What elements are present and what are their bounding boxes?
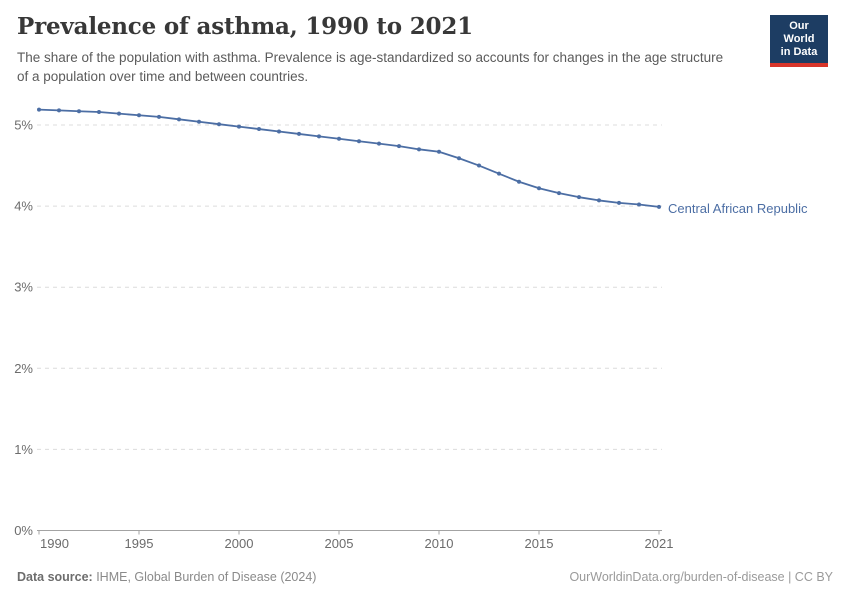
data-point-1995 xyxy=(137,113,141,118)
y-axis-label-4%: 4% xyxy=(14,199,33,214)
x-axis-label-2005: 2005 xyxy=(325,536,354,551)
data-point-1996 xyxy=(157,114,161,119)
owid-logo[interactable]: Our World in Data xyxy=(770,15,828,67)
x-axis-label-2000: 2000 xyxy=(225,536,254,551)
data-point-2013 xyxy=(497,171,501,176)
data-point-1994 xyxy=(117,111,121,116)
data-point-2008 xyxy=(397,144,401,149)
owid-url-link[interactable]: OurWorldinData.org/burden-of-disease | C… xyxy=(569,570,833,584)
data-point-2016 xyxy=(557,191,561,196)
x-axis-label-2021: 2021 xyxy=(645,536,674,551)
x-axis-label-1995: 1995 xyxy=(125,536,154,551)
y-axis-label-0%: 0% xyxy=(14,523,33,538)
owid-logo-line2: in Data xyxy=(780,46,818,58)
y-axis-label-1%: 1% xyxy=(14,442,33,457)
data-point-2020 xyxy=(637,202,641,207)
y-axis-label-5%: 5% xyxy=(14,118,33,133)
data-point-2000 xyxy=(237,124,241,129)
data-point-2009 xyxy=(417,147,421,152)
data-point-2011 xyxy=(457,156,461,161)
series-label-central-african-republic: Central African Republic xyxy=(668,201,808,216)
x-axis-label-1990: 1990 xyxy=(40,536,69,551)
data-source-text: IHME, Global Burden of Disease (2024) xyxy=(92,570,317,584)
data-point-2014 xyxy=(517,179,521,184)
data-point-1998 xyxy=(197,119,201,124)
data-source-note: Data source: IHME, Global Burden of Dise… xyxy=(17,569,316,585)
x-axis-label-2010: 2010 xyxy=(425,536,454,551)
x-axis-label-2015: 2015 xyxy=(525,536,554,551)
chart-footer: Data source: IHME, Global Burden of Dise… xyxy=(17,569,833,585)
data-point-1993 xyxy=(97,110,101,115)
data-point-2019 xyxy=(617,200,621,205)
page-title: Prevalence of asthma, 1990 to 2021 xyxy=(17,13,473,40)
data-point-2002 xyxy=(277,129,281,134)
data-point-2004 xyxy=(317,134,321,139)
chart-subtitle: The share of the population with asthma.… xyxy=(17,50,724,84)
data-point-2001 xyxy=(257,127,261,132)
data-point-1991 xyxy=(57,108,61,113)
data-point-2006 xyxy=(357,139,361,144)
data-point-2021 xyxy=(657,204,661,209)
data-point-2007 xyxy=(377,141,381,146)
data-point-1990 xyxy=(37,107,41,112)
data-point-2005 xyxy=(337,136,341,141)
y-axis-label-3%: 3% xyxy=(14,280,33,295)
data-point-2012 xyxy=(477,163,481,168)
line-series-central-african-republic xyxy=(38,108,660,208)
data-point-2018 xyxy=(597,198,601,203)
chart-header: Prevalence of asthma, 1990 to 2021 The s… xyxy=(17,13,757,86)
data-point-2015 xyxy=(537,186,541,191)
y-axis-label-2%: 2% xyxy=(14,361,33,376)
data-point-2017 xyxy=(577,195,581,200)
data-point-1997 xyxy=(177,117,181,122)
data-point-1999 xyxy=(217,122,221,127)
data-point-2003 xyxy=(297,131,301,136)
data-point-2010 xyxy=(437,149,441,154)
owid-logo-line1: Our World xyxy=(783,20,815,45)
data-source-label: Data source: xyxy=(17,570,93,584)
data-point-1992 xyxy=(77,109,81,114)
